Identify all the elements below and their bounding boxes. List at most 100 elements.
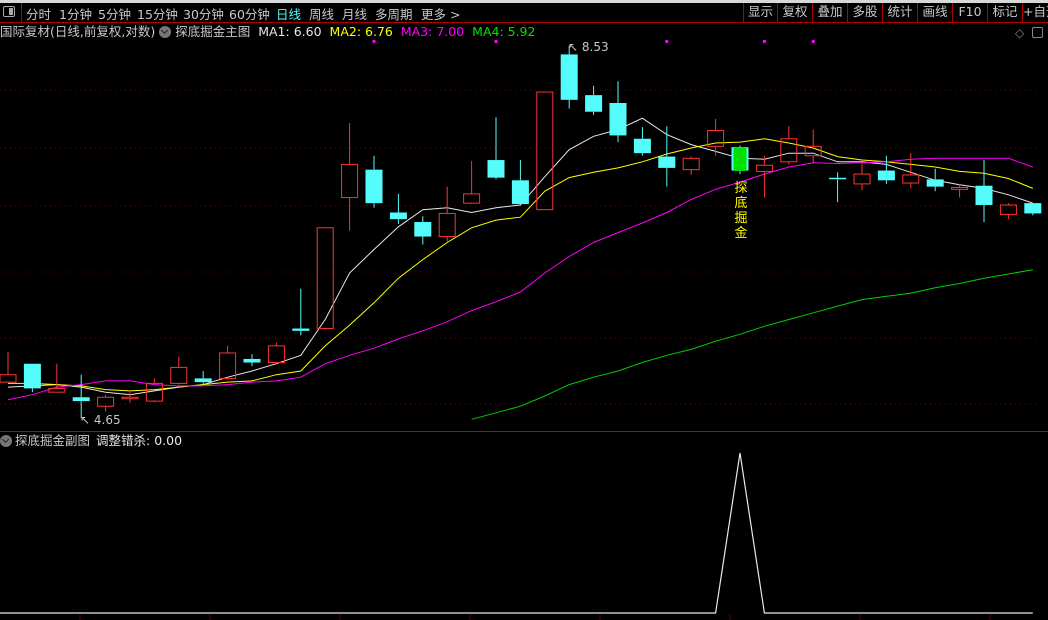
sub-indicator-value: 调整错杀: 0.00 [96,433,183,448]
signal-marker [665,40,669,43]
arrow-icon: ↖ [80,413,91,427]
low-price-label: ↖ 4.65 [80,413,121,427]
ma-legend-item: MA4: 5.92 [472,24,536,39]
candle-down [658,156,676,168]
toolbar-button[interactable]: F10 [952,3,987,22]
panel-separator[interactable] [0,431,1048,432]
panel-layout-icon[interactable] [1032,27,1043,38]
candle-down [633,138,651,154]
candle-up [97,396,115,407]
toolbar-button[interactable]: +自选 [1022,3,1048,22]
high-price-label: ↖ 8.53 [568,40,609,54]
candle-down [585,95,603,112]
low-price-value: 4.65 [93,413,121,427]
indicator-name[interactable]: 探底掘金主图 [175,24,251,39]
candle-up [951,187,969,190]
candle-down [23,363,41,389]
candle-up [902,174,920,184]
candle-up [438,212,456,238]
period-tab[interactable]: 1分钟 [59,7,92,22]
candle-down [560,54,578,100]
signal-marker [811,40,815,43]
candle-up [999,204,1017,215]
period-tab[interactable]: 15分钟 [137,7,178,22]
main-candlestick-chart[interactable] [0,40,1048,430]
candle-up [170,366,188,384]
candle-up [707,129,725,147]
candle-up [316,227,334,330]
candle-up [267,345,285,364]
window-top-strip [0,0,1048,3]
candle-up [682,157,700,171]
period-tab[interactable]: 5分钟 [98,7,131,22]
toolbar-button[interactable]: 画线 [917,3,952,22]
candle-down [194,378,212,383]
period-tab[interactable]: 分时 [26,7,52,22]
candle-down [365,169,383,204]
candle-up [0,374,17,383]
candle-down [829,177,847,180]
candle-up [48,387,66,393]
period-tab[interactable]: 周线 [309,7,335,22]
sub-indicator-name[interactable]: 探底掘金副图 [15,433,91,448]
candle-up [780,138,798,163]
toolbar-button[interactable]: 标记 [987,3,1022,22]
period-toolbar: 分时 1分钟 5分钟 15分钟 30分钟 60分钟 日线 周线 月线 多周期 更多 > 显示 复权 叠加… [0,3,1048,23]
candle-down [243,358,261,363]
candle-down [975,185,993,205]
sub-indicator-dropdown-icon[interactable] [0,435,12,447]
candle-down [414,222,432,237]
ma-legend-item: MA2: 6.76 [329,24,393,39]
instrument-label: 国际复材(日线,前复权,对数) [0,24,156,39]
candle-down [1024,203,1042,214]
candle-down [487,160,505,178]
ma-line-ma1 [7,117,1033,396]
sub-indicator-chart[interactable] [0,450,1048,620]
ma-line-ma2 [8,138,1033,392]
indicator-dropdown-icon[interactable] [159,26,172,38]
toolbar-button[interactable]: 统计 [882,3,917,22]
candle-up [536,91,554,211]
period-tab[interactable]: 月线 [342,7,368,22]
candle-up [341,163,359,199]
candle-up [804,145,822,157]
signal-marker [762,40,766,43]
period-tab[interactable]: 日线 [276,7,302,22]
candle-up [463,193,481,204]
sub-indicator-line [0,452,1033,614]
toolbar-button[interactable]: 复权 [777,3,812,22]
diamond-icon[interactable]: ◇ [1015,26,1025,40]
toolbar-button[interactable]: 显示 [743,3,777,22]
toolbar-button[interactable]: 多股 [847,3,882,22]
ma-line-ma4 [471,269,1033,420]
main-legend: 国际复材(日线,前复权,对数) 探底掘金主图 MA1: 6.60 MA2: 6.76 M… [0,23,547,40]
period-tab[interactable]: 多周期 [375,7,413,22]
candle-down [511,180,529,205]
panel-toggle-icon[interactable] [3,6,15,17]
candle-down [877,170,895,181]
candle-down [926,179,944,187]
divider [21,3,22,22]
high-price-value: 8.53 [581,40,609,54]
ma-legend-item: MA1: 6.60 [258,24,322,39]
candle-down [72,397,90,402]
arrow-icon: ↖ [568,40,579,54]
signal-candle [733,147,747,172]
signal-marker [372,40,376,43]
candle-up [121,396,139,400]
candle-up [219,352,237,379]
period-tab[interactable]: 30分钟 [183,7,224,22]
candle-up [755,164,773,172]
period-tab[interactable]: 60分钟 [229,7,270,22]
candle-down [609,102,627,136]
ma-legend-item: MA3: 7.00 [400,24,465,39]
signal-marker [494,40,498,43]
candle-up [145,382,163,402]
period-tab[interactable]: 更多 > [421,7,461,22]
candle-up [853,173,871,185]
signal-label: 探底掘金 [734,181,748,241]
sub-legend: 探底掘金副图 调整错杀: 0.00 [0,433,182,449]
candle-down [292,328,310,331]
candle-down [389,212,407,220]
toolbar-button[interactable]: 叠加 [812,3,847,22]
